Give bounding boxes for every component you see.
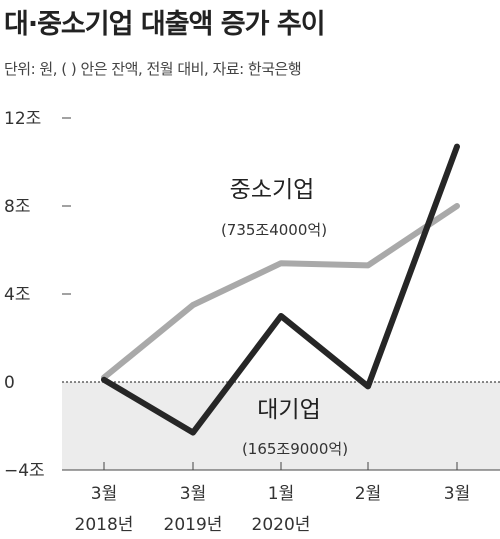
series-note-sme: (735조4000억): [221, 221, 327, 239]
chart-title: 대·중소기업 대출액 증가 추이: [4, 9, 326, 40]
y-tick-label: 12조: [4, 109, 41, 129]
x-axis-ticks: 3월 2018년 3월 2019년 1월 2020년 2월 3월: [75, 462, 470, 535]
x-tick-label-month: 3월: [444, 484, 470, 504]
x-tick-label-year: 2020년: [252, 515, 311, 535]
series-lines: [101, 143, 460, 436]
y-axis-ticks: 12조 8조 4조 0 −4조: [4, 109, 71, 481]
x-tick-label-month: 3월: [180, 484, 206, 504]
y-tick-label: 8조: [4, 197, 30, 217]
x-tick-label-year: 2018년: [75, 515, 134, 535]
series-line-sme: [101, 203, 460, 381]
series-label-large: 대기업: [257, 397, 320, 423]
y-tick-label: 4조: [4, 285, 30, 305]
y-tick-label: −4조: [4, 461, 45, 481]
series-line-large: [101, 143, 460, 436]
series-label-sme: 중소기업: [230, 177, 315, 203]
chart-subtitle: 단위: 원, ( ) 안은 잔액, 전월 대비, 자료: 한국은행: [4, 60, 302, 78]
x-tick-label-month: 3월: [91, 484, 117, 504]
x-tick-label-year: 2019년: [164, 515, 223, 535]
series-note-large: (165조9000억): [242, 440, 348, 458]
y-tick-label: 0: [4, 373, 15, 393]
x-tick-label-month: 1월: [268, 484, 294, 504]
x-tick-label-month: 2월: [355, 484, 381, 504]
